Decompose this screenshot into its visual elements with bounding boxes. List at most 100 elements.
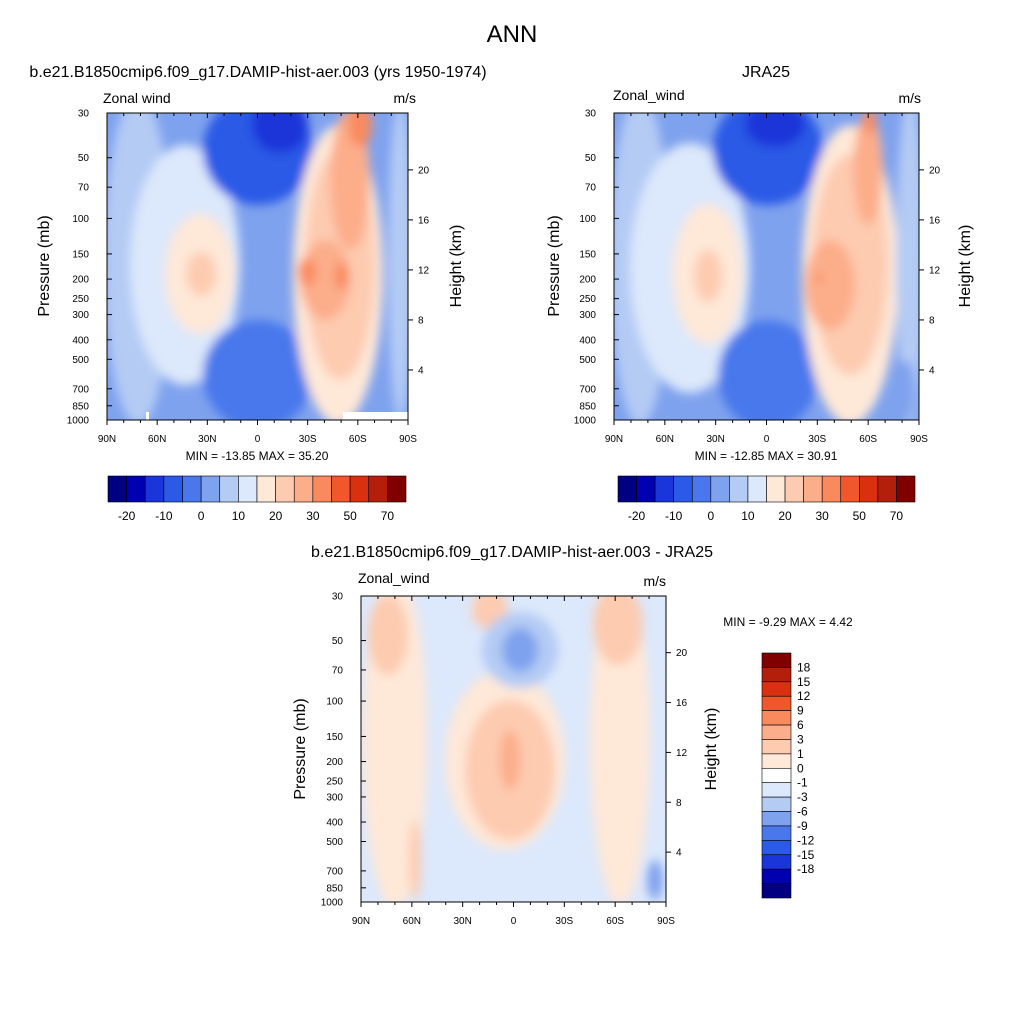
- colorbar-label: 50: [343, 509, 357, 523]
- panel2-north-jet-core: [694, 250, 722, 302]
- pressure-tick-label: 250: [326, 777, 343, 788]
- panel1-missing-data: [343, 412, 408, 420]
- colorbar-label: 0: [707, 509, 714, 523]
- panel1-tropical-surface: [203, 320, 313, 420]
- panel2-south-surface: [895, 360, 915, 420]
- colorbar-label: -18: [797, 862, 815, 876]
- lat-tick-label: 60N: [148, 434, 166, 445]
- colorbar-label: 6: [797, 718, 804, 732]
- lat-tick-label: 90S: [910, 434, 928, 445]
- lat-tick-label: 30N: [706, 434, 724, 445]
- panel3-title: b.e21.B1850cmip6.f09_g17.DAMIP-hist-aer.…: [311, 544, 713, 561]
- colorbar-swatch: [821, 475, 842, 503]
- panel2-colorbar: -20 -10 0 10 20 30 50 70: [617, 475, 916, 523]
- panel3-left-label: Zonal_wind: [358, 570, 430, 586]
- panel1-colorbar: -20 -10 0 10 20 30 50 70: [107, 475, 407, 523]
- colorbar-swatch: [163, 475, 183, 503]
- pressure-tick-label: 200: [326, 757, 343, 768]
- panel1-south-jet-upper: [330, 113, 370, 250]
- lat-tick-label: 30N: [453, 916, 471, 927]
- panel3-south-surface: [647, 860, 663, 900]
- colorbar-swatch: [877, 475, 897, 503]
- colorbar-swatch: [761, 667, 792, 683]
- panel3-south-band: [590, 596, 650, 902]
- colorbar-label: 0: [198, 509, 205, 523]
- colorbar-swatch: [256, 475, 276, 503]
- colorbar-label: 20: [778, 509, 792, 523]
- pressure-tick-label: 150: [579, 249, 596, 260]
- colorbar-swatch: [219, 475, 239, 503]
- panel2-upper-max: [864, 113, 876, 135]
- pressure-tick-label: 500: [579, 355, 596, 366]
- height-tick-label: 8: [929, 315, 935, 326]
- height-tick-label: 16: [929, 215, 941, 226]
- panel2-y2-axis-label: Height (km): [957, 225, 974, 308]
- colorbar-swatch: [673, 475, 693, 503]
- panel3-units: m/s: [643, 573, 666, 589]
- lat-tick-label: 30S: [299, 434, 317, 445]
- colorbar-label: 10: [741, 509, 755, 523]
- colorbar-swatch: [761, 811, 792, 827]
- panel1-plot: 3050701001502002503004005007008501000481…: [67, 109, 430, 446]
- pressure-tick-label: 30: [78, 109, 90, 120]
- colorbar-swatch: [761, 681, 792, 697]
- colorbar-swatch: [761, 782, 792, 798]
- lat-tick-label: 90N: [352, 916, 370, 927]
- panel3-y2-axis-label: Height (km): [703, 708, 720, 791]
- colorbar-label: -10: [155, 509, 173, 523]
- pressure-tick-label: 100: [72, 214, 89, 225]
- panel3-north-upper: [368, 596, 408, 675]
- pressure-tick-label: 400: [579, 335, 596, 346]
- colorbar-label: 50: [853, 509, 867, 523]
- colorbar-swatch: [312, 475, 332, 503]
- colorbar-swatch: [636, 475, 656, 503]
- panel1-y2-axis-label: Height (km): [448, 225, 465, 308]
- panel1-missing-data-small: [146, 412, 149, 420]
- pressure-tick-label: 200: [579, 275, 596, 286]
- colorbar-swatch: [144, 475, 165, 503]
- colorbar-swatch: [275, 475, 295, 503]
- pressure-tick-label: 400: [326, 818, 343, 829]
- colorbar-label: -15: [797, 848, 815, 862]
- panel3-plot: 3050701001502002503004005007008501000481…: [321, 592, 688, 928]
- pressure-tick-label: 70: [585, 183, 597, 194]
- height-tick-label: 16: [418, 215, 430, 226]
- panel3-north-band: [363, 596, 427, 902]
- pressure-tick-label: 400: [72, 335, 89, 346]
- pressure-tick-label: 100: [579, 214, 596, 225]
- lat-tick-label: 30S: [808, 434, 826, 445]
- panel1-title: b.e21.B1850cmip6.f09_g17.DAMIP-hist-aer.…: [29, 64, 486, 81]
- lat-tick-label: 0: [511, 916, 517, 927]
- panel2-jet-max: [815, 274, 823, 282]
- height-tick-label: 20: [418, 165, 430, 176]
- colorbar-label: -9: [797, 819, 808, 833]
- panel1-minmax: MIN = -13.85 MAX = 35.20: [186, 449, 329, 463]
- panel1-units: m/s: [393, 90, 416, 106]
- pressure-tick-label: 500: [72, 355, 89, 366]
- pressure-tick-label: 70: [78, 183, 90, 194]
- colorbar-swatch: [761, 710, 792, 726]
- colorbar-label: 18: [797, 660, 811, 674]
- colorbar-swatch: [766, 475, 786, 503]
- colorbar-swatch: [200, 475, 221, 503]
- colorbar-swatch: [761, 695, 792, 711]
- colorbar-swatch: [784, 475, 804, 503]
- panel2-title: JRA25: [742, 64, 790, 81]
- colorbar-swatch: [761, 796, 792, 812]
- colorbar-swatch: [654, 475, 674, 503]
- pressure-tick-label: 700: [326, 866, 343, 877]
- panel3-minmax: MIN = -9.29 MAX = 4.42: [723, 615, 853, 629]
- pressure-tick-label: 1000: [574, 416, 597, 427]
- panel1-north-jet-core: [186, 252, 216, 296]
- height-tick-label: 12: [676, 748, 688, 759]
- lat-tick-label: 60S: [606, 916, 624, 927]
- figure-title: ANN: [487, 21, 538, 48]
- pressure-tick-label: 150: [326, 732, 343, 743]
- lat-tick-label: 30S: [555, 916, 573, 927]
- pressure-tick-label: 50: [332, 636, 344, 647]
- panel2-field: [614, 113, 919, 420]
- colorbar-label: 15: [797, 675, 811, 689]
- colorbar-label: 3: [797, 732, 804, 746]
- colorbar-swatch: [182, 475, 202, 503]
- colorbar-swatch: [293, 475, 314, 503]
